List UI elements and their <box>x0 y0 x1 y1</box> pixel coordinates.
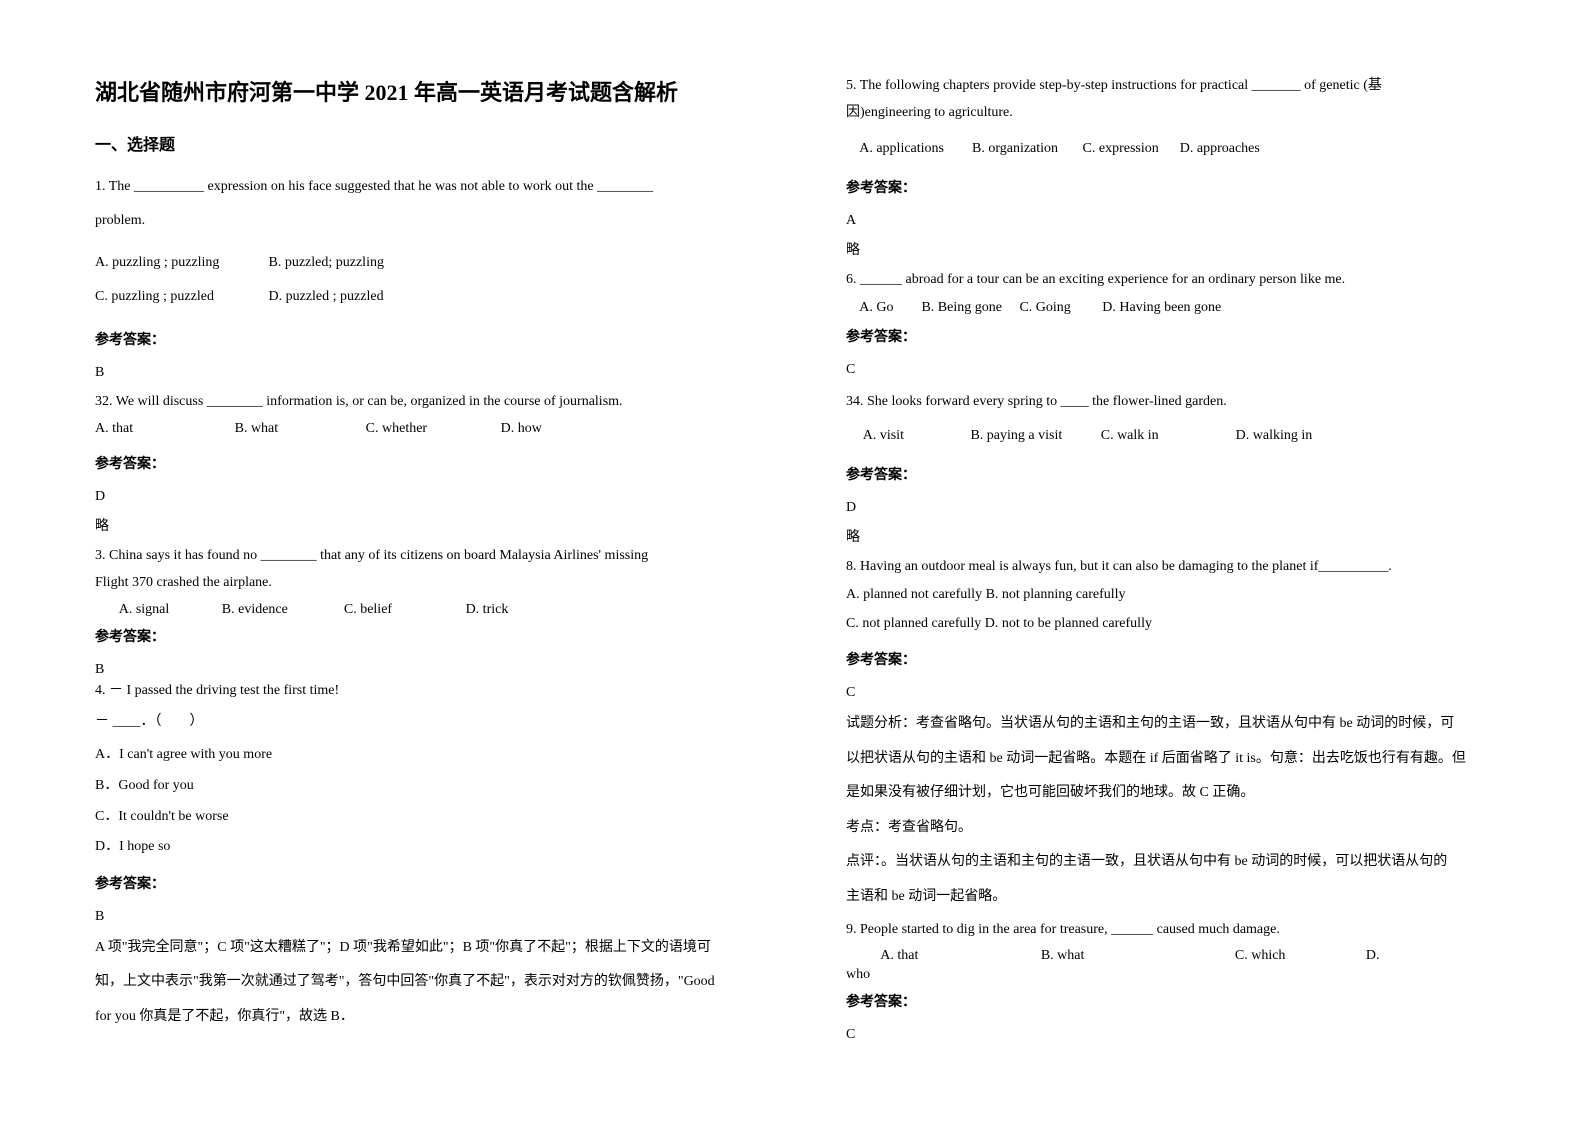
q4-text-line2: － ____．（ ） <box>95 708 786 736</box>
q34-answer-label: 参考答案： <box>846 464 1537 484</box>
q4-option-c: C．It couldn't be worse <box>95 804 786 831</box>
q6-answer: C <box>846 362 1537 378</box>
q5-text-line1: 5. The following chapters provide step-b… <box>846 75 1537 96</box>
q8-explanation-line6: 主语和 be 动词一起省略。 <box>846 884 1537 911</box>
q6-text: 6. ______ abroad for a tour can be an ex… <box>846 269 1537 291</box>
q32-note: 略 <box>95 515 786 535</box>
q32-text: 32. We will discuss ________ information… <box>95 391 786 412</box>
q9-text: 9. People started to dig in the area for… <box>846 919 1537 940</box>
q8-explanation-line5: 点评：。当状语从句的主语和主句的主语一致，且状语从句中有 be 动词的时候，可以… <box>846 849 1537 876</box>
q4-option-a: A．I can't agree with you more <box>95 742 786 769</box>
q9-answer-label: 参考答案： <box>846 991 1537 1011</box>
q34-options: A. visit B. paying a visit C. walk in D.… <box>846 422 1537 450</box>
q32-options: A. that B. what C. whether D. how <box>95 418 786 439</box>
q4-answer-label: 参考答案： <box>95 873 786 893</box>
q8-explanation-line1: 试题分析：考查省略句。当状语从句的主语和主句的主语一致，且状语从句中有 be 动… <box>846 711 1537 738</box>
q1-option-b: B. puzzled; puzzling <box>269 255 384 270</box>
q8-options-row2: C. not planned carefully D. not to be pl… <box>846 613 1537 635</box>
q4-answer: B <box>95 909 786 925</box>
q1-options-row1: A. puzzling ; puzzling B. puzzled; puzzl… <box>95 249 786 277</box>
q8-answer: C <box>846 685 1537 701</box>
q8-options-row1: A. planned not carefully B. not planning… <box>846 584 1537 606</box>
q3-text-line2: Flight 370 crashed the airplane. <box>95 572 786 593</box>
section-header: 一、选择题 <box>95 131 786 155</box>
q3-options: A. signal B. evidence C. belief D. trick <box>95 599 786 620</box>
q4-option-b: B．Good for you <box>95 773 786 800</box>
q4-options: A．I can't agree with you more B．Good for… <box>95 742 786 864</box>
q5-text-line2: 因)engineering to agriculture. <box>846 102 1537 123</box>
q5-answer-label: 参考答案： <box>846 177 1537 197</box>
q5-note: 略 <box>846 239 1537 259</box>
q34-text: 34. She looks forward every spring to __… <box>846 388 1537 416</box>
q1-option-c: C. puzzling ; puzzled <box>95 283 265 311</box>
q1-answer-label: 参考答案： <box>95 329 786 349</box>
q9-answer: C <box>846 1027 1537 1043</box>
q5-options: A. applications B. organization C. expre… <box>846 135 1537 163</box>
q1-options-row2: C. puzzling ; puzzled D. puzzled ; puzzl… <box>95 283 786 311</box>
q8-explanation-line4: 考点：考查省略句。 <box>846 815 1537 842</box>
q5-answer: A <box>846 213 1537 229</box>
q9-options-line2: who <box>846 965 1537 985</box>
left-column: 湖北省随州市府河第一中学 2021 年高一英语月考试题含解析 一、选择题 1. … <box>95 75 786 1082</box>
q34-answer: D <box>846 500 1537 516</box>
q4-explanation-line3: for you 你真是了不起，你真行"，故选 B． <box>95 1004 786 1031</box>
q8-explanation-line2: 以把状语从句的主语和 be 动词一起省略。本题在 if 后面省略了 it is。… <box>846 746 1537 773</box>
q32-answer-label: 参考答案： <box>95 453 786 473</box>
q1-option-a: A. puzzling ; puzzling <box>95 249 265 277</box>
q8-answer-label: 参考答案： <box>846 649 1537 669</box>
q3-answer: B <box>95 662 786 678</box>
q34-note: 略 <box>846 526 1537 546</box>
q3-text-line1: 3. China says it has found no ________ t… <box>95 545 786 566</box>
q4-explanation-line1: A 项"我完全同意"；C 项"这太糟糕了"；D 项"我希望如此"；B 项"你真了… <box>95 935 786 962</box>
q9-options-line1: A. that B. what C. which D. <box>846 946 1537 966</box>
q1-text-line2: problem. <box>95 207 786 235</box>
q1-answer: B <box>95 365 786 381</box>
q1-option-d: D. puzzled ; puzzled <box>269 289 384 304</box>
q32-answer: D <box>95 489 786 505</box>
q8-text: 8. Having an outdoor meal is always fun,… <box>846 556 1537 578</box>
q3-answer-label: 参考答案： <box>95 626 786 646</box>
right-column: 5. The following chapters provide step-b… <box>846 75 1537 1082</box>
q6-options: A. Go B. Being gone C. Going D. Having b… <box>846 297 1537 319</box>
q4-option-d: D．I hope so <box>95 834 786 861</box>
q6-answer-label: 参考答案： <box>846 326 1537 346</box>
q4-explanation-line2: 知，上文中表示"我第一次就通过了驾考"，答句中回答"你真了不起"，表示对对方的钦… <box>95 969 786 996</box>
q8-explanation-line3: 是如果没有被仔细计划，它也可能回破坏我们的地球。故 C 正确。 <box>846 780 1537 807</box>
q1-text-line1: 1. The __________ expression on his face… <box>95 173 786 201</box>
q4-text-line1: 4. － I passed the driving test the first… <box>95 680 786 702</box>
document-title: 湖北省随州市府河第一中学 2021 年高一英语月考试题含解析 <box>95 75 786 107</box>
